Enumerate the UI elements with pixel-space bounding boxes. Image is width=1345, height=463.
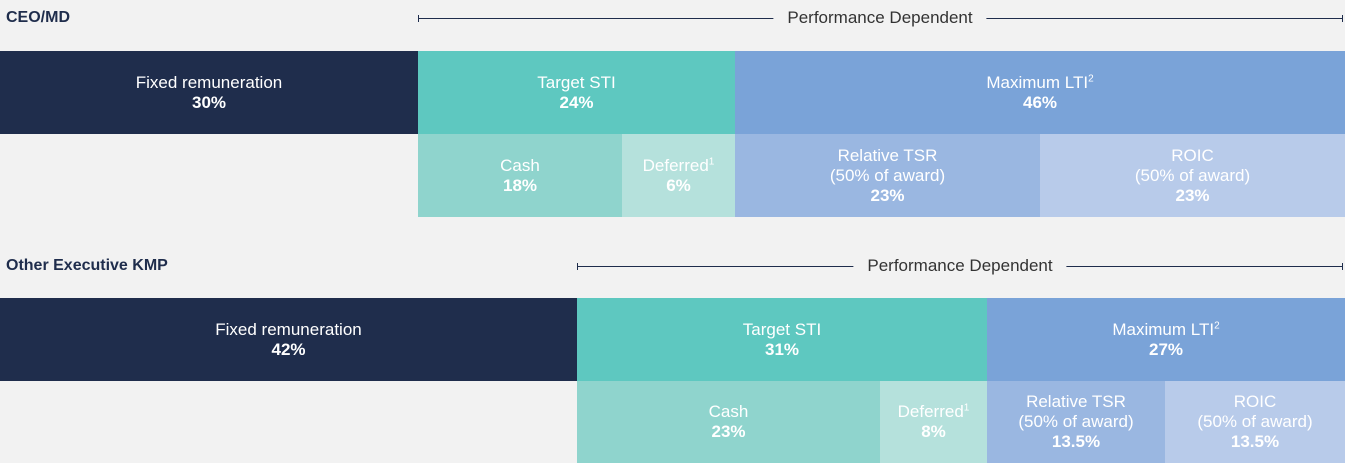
segment-label-line: Fixed remuneration [215,320,361,340]
segment-label-line: ROIC [1171,146,1214,166]
segment-label-line: Cash [500,156,540,176]
segment: ROIC (50% of award) 13.5% [1165,381,1345,463]
segment: Relative TSR (50% of award) 13.5% [987,381,1165,463]
segment-label: Deferred [897,402,964,421]
segment-label: Maximum LTI [986,72,1089,92]
segment-label: Relative TSR [1026,392,1126,411]
segment-note: (50% of award) [1018,412,1134,431]
segment-label-line: Fixed remuneration [136,73,282,93]
segment-label: Relative TSR [837,145,938,165]
segment-label: Cash [708,402,749,421]
segment-percent: 18% [502,175,538,195]
segment-percent: 31% [764,339,800,359]
segment-label-line: Deferred1 [643,156,715,176]
segment-label-line: Maximum LTI2 [1112,320,1219,340]
segment-percent: 8% [921,422,946,441]
segment-percent: 30% [191,92,227,112]
segment-label-line: Maximum LTI2 [986,73,1093,93]
footnote-mark: 1 [708,155,715,167]
segment: Deferred1 8% [880,381,987,463]
segment: Fixed remuneration 42% [0,298,577,381]
footnote-mark: 1 [963,402,970,414]
segment-label: Fixed remuneration [135,72,283,92]
section-title: CEO/MD [6,9,70,26]
segment-percent: 13.5% [1051,432,1101,451]
segment-label-line: Target STI [743,320,821,340]
segment: Cash 23% [577,381,880,463]
segment-label-line: Target STI [537,73,615,93]
segment-percent: 24% [559,92,594,112]
footnote-mark: 2 [1214,319,1220,331]
footnote-mark: 2 [1088,72,1094,84]
segment-label: Cash [500,155,540,175]
segment-label-line: Cash [709,402,749,422]
performance-label: Performance Dependent [853,256,1067,276]
segment-note: (50% of award) [1197,412,1313,431]
segment-percent: 23% [711,422,746,441]
segment: Deferred1 6% [622,134,735,217]
segment-label-line: ROIC [1234,392,1277,412]
segment-percent: 6% [666,175,691,195]
segment-label: Target STI [537,72,616,92]
segment-label: Maximum LTI [1112,319,1215,339]
segment-label: Fixed remuneration [215,319,362,339]
segment-label-line: Relative TSR [838,146,938,166]
segment: Maximum LTI2 46% [735,51,1345,134]
segment: Cash 18% [418,134,622,217]
segment-label: ROIC [1171,145,1214,165]
segment: ROIC (50% of award) 23% [1040,134,1345,217]
segment-percent: 46% [1022,92,1058,112]
segment-label: Deferred [642,155,709,175]
segment-label: ROIC [1233,392,1277,411]
segment-percent: 42% [271,339,306,359]
performance-label: Performance Dependent [773,8,987,28]
segment-note: (50% of award) [829,165,946,185]
segment: Relative TSR (50% of award) 23% [735,134,1040,217]
segment: Maximum LTI2 27% [987,298,1345,381]
segment-label-line: Deferred1 [898,402,970,422]
segment: Target STI 31% [577,298,987,381]
segment: Fixed remuneration 30% [0,51,418,134]
segment-percent: 27% [1148,339,1184,359]
segment: Target STI 24% [418,51,735,134]
segment-percent: 13.5% [1230,432,1280,451]
section-title: Other Executive KMP [6,257,168,274]
segment-label: Target STI [742,319,822,339]
segment-note: (50% of award) [1134,165,1251,185]
segment-percent: 23% [870,185,905,205]
segment-label-line: Relative TSR [1026,392,1126,412]
segment-percent: 23% [1175,185,1210,205]
